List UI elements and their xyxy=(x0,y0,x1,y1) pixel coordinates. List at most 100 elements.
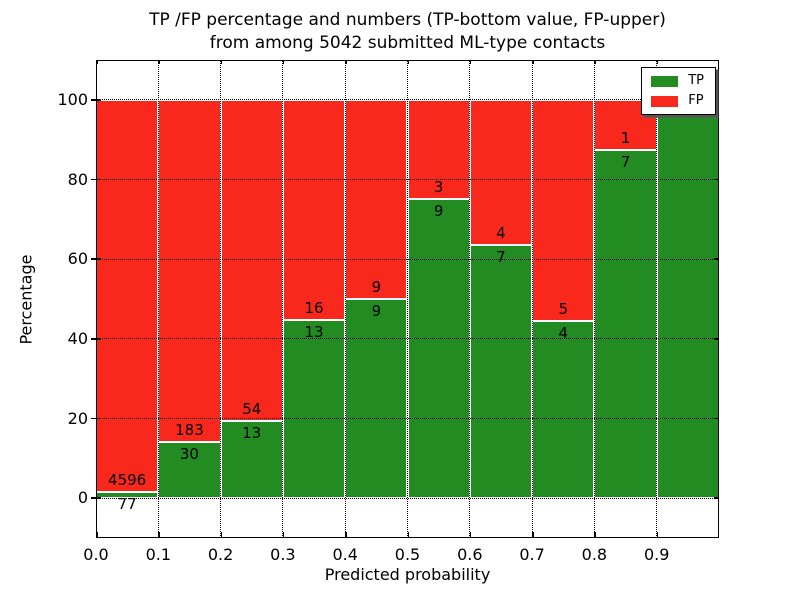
gridline-vertical xyxy=(656,60,658,538)
gridline-vertical xyxy=(282,60,284,538)
x-tick-mark xyxy=(282,60,285,64)
gridline-vertical xyxy=(531,60,533,538)
legend: TP FP xyxy=(641,67,716,115)
bar-fp-segment xyxy=(532,99,595,322)
legend-tp-label: TP xyxy=(688,73,704,88)
x-tick-label: 0.3 xyxy=(270,545,296,564)
x-tick-mark xyxy=(96,60,98,64)
bar-tp-segment xyxy=(282,319,346,499)
x-tick-mark xyxy=(158,60,160,64)
bar-tp-segment xyxy=(594,149,657,499)
legend-fp-label: FP xyxy=(688,93,704,108)
x-axis-label: Predicted probability xyxy=(324,565,491,584)
x-tick-mark xyxy=(282,532,285,538)
bar-fp-count-label: 9 xyxy=(371,278,382,296)
x-tick-mark xyxy=(717,60,719,64)
x-tick-mark xyxy=(594,532,596,538)
x-tick-label: 0.4 xyxy=(332,545,358,564)
y-tick-label: 100 xyxy=(57,89,88,109)
bar-fp-count-label: 1 xyxy=(620,128,631,147)
legend-tp-swatch xyxy=(651,75,679,87)
bar-tp-count-label: 7 xyxy=(620,152,631,171)
y-tick-label: 0 xyxy=(77,488,88,508)
y-axis-label: Percentage xyxy=(16,254,36,345)
bar-tp-count-label: 9 xyxy=(433,202,444,221)
bar-fp-segment xyxy=(220,99,283,421)
x-tick-mark xyxy=(345,60,347,64)
chart-title-line1: TP /FP percentage and numbers (TP-bottom… xyxy=(149,10,666,30)
gridline-vertical xyxy=(407,60,408,538)
bar-fp-segment xyxy=(407,99,470,200)
chart-title-line2: from among 5042 submitted ML-type contac… xyxy=(209,33,606,53)
x-tick-label: 0.5 xyxy=(394,545,421,564)
x-tick-mark xyxy=(656,60,659,64)
x-tick-mark xyxy=(96,532,98,538)
bar-fp-count-label: 4 xyxy=(496,223,506,242)
x-tick-mark xyxy=(220,60,223,64)
legend-fp-swatch xyxy=(651,95,679,107)
y-tick-mark xyxy=(714,99,719,101)
bar-tp-segment xyxy=(656,99,719,499)
y-tick-mark xyxy=(714,258,719,260)
y-tick-mark xyxy=(714,178,719,181)
bar-tp-count-label: 77 xyxy=(117,494,137,513)
x-tick-mark xyxy=(532,60,534,64)
bar-fp-count-label: 5 xyxy=(558,300,569,319)
x-tick-label: 0.9 xyxy=(643,545,670,564)
bar-fp-segment xyxy=(158,99,221,443)
x-tick-mark xyxy=(594,60,596,64)
y-tick-mark xyxy=(91,258,101,260)
x-tick-mark xyxy=(532,532,534,538)
x-tick-mark xyxy=(345,532,347,538)
gridline-vertical xyxy=(157,60,159,538)
gridline-vertical xyxy=(469,60,471,538)
x-tick-mark xyxy=(656,532,659,538)
bar-tp-segment xyxy=(158,442,221,499)
x-tick-mark xyxy=(469,60,472,64)
bar-tp-segment xyxy=(469,244,533,499)
gridline-vertical xyxy=(344,60,346,538)
x-tick-label: 0.6 xyxy=(457,545,483,564)
x-tick-mark xyxy=(469,532,472,538)
y-tick-mark xyxy=(91,338,101,340)
chart-title: TP /FP percentage and numbers (TP-bottom… xyxy=(96,9,719,55)
bar-tp-count-label: 7 xyxy=(496,247,506,266)
x-tick-label: 0.0 xyxy=(83,545,109,564)
x-tick-mark xyxy=(158,532,160,538)
x-tick-mark xyxy=(407,60,409,64)
y-tick-mark xyxy=(714,417,719,420)
bar-fp-segment xyxy=(96,99,159,492)
bar-tp-count-label: 13 xyxy=(304,322,324,341)
y-tick-mark xyxy=(714,497,719,499)
bar-tp-count-label: 4 xyxy=(558,324,569,343)
bar-tp-segment xyxy=(345,299,408,499)
y-tick-mark xyxy=(91,178,101,181)
x-tick-label: 0.8 xyxy=(581,545,608,564)
legend-entry: TP xyxy=(651,74,704,88)
y-tick-label: 20 xyxy=(67,408,88,428)
y-tick-mark xyxy=(91,497,101,499)
bar-fp-segment xyxy=(594,99,657,150)
bar-fp-count-label: 183 xyxy=(175,421,204,440)
y-tick-mark xyxy=(714,338,719,340)
x-tick-mark xyxy=(717,532,719,538)
bar-fp-segment xyxy=(282,99,346,320)
bar-tp-segment xyxy=(532,321,595,499)
bar-tp-segment xyxy=(407,199,470,499)
y-tick-label: 60 xyxy=(67,249,88,269)
legend-entry: FP xyxy=(651,94,704,108)
x-tick-label: 0.2 xyxy=(207,545,234,564)
bar-fp-count-label: 4596 xyxy=(108,470,147,489)
bar-fp-count-label: 3 xyxy=(433,178,444,197)
bar-fp-segment xyxy=(345,99,408,299)
y-tick-mark xyxy=(91,417,101,420)
gridline-vertical xyxy=(593,60,595,538)
gridline-vertical xyxy=(220,60,222,538)
x-tick-mark xyxy=(220,532,223,538)
bar-tp-count-label: 13 xyxy=(242,423,262,442)
bar-fp-count-label: 54 xyxy=(242,399,262,418)
bar-fp-segment xyxy=(469,99,533,245)
y-tick-label: 80 xyxy=(67,169,88,189)
